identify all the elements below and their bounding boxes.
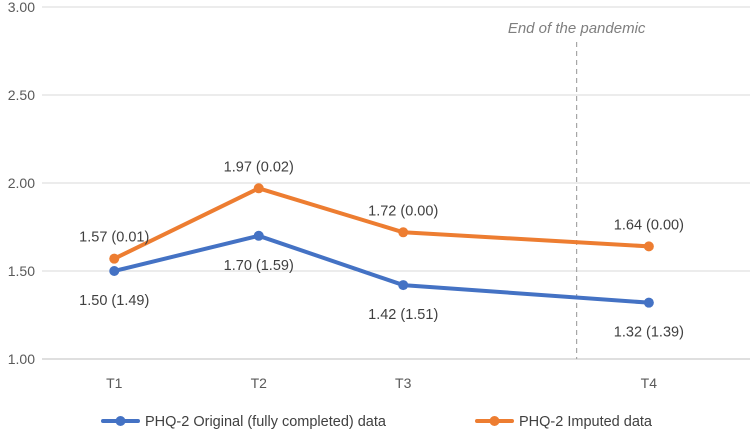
- data-label: 1.97 (0.02): [224, 159, 294, 175]
- y-axis-ticks: 1.00 1.50 2.00 2.50 3.00: [8, 0, 35, 367]
- data-label: 1.70 (1.59): [224, 258, 294, 274]
- series-line-1: [112, 233, 651, 305]
- x-tick-label: T4: [641, 375, 658, 391]
- series-1-marker: [643, 297, 654, 308]
- legend-marker-1: [115, 416, 126, 426]
- series-2-marker: [109, 253, 120, 264]
- pandemic-end-label: End of the pandemic: [508, 20, 646, 37]
- series-line-2: [112, 186, 651, 261]
- x-tick-label: T2: [251, 375, 268, 391]
- series: [109, 183, 654, 308]
- series-1-marker: [109, 266, 120, 276]
- data-label: 1.64 (0.00): [614, 217, 684, 233]
- series-1-marker: [253, 230, 264, 241]
- legend-label-2: PHQ-2 Imputed data: [519, 414, 653, 430]
- series-1-marker: [398, 280, 409, 291]
- y-tick-label: 2.00: [8, 175, 35, 191]
- y-tick-label: 1.50: [8, 263, 35, 279]
- x-tick-label: T3: [395, 375, 412, 391]
- data-label: 1.72 (0.00): [368, 203, 438, 219]
- legend-label-1: PHQ-2 Original (fully completed) data: [145, 414, 387, 430]
- data-label: 1.42 (1.51): [368, 307, 438, 323]
- annotation: End of the pandemic: [508, 20, 646, 359]
- data-label: 1.32 (1.39): [614, 325, 684, 341]
- series-2-marker: [398, 227, 409, 238]
- data-labels: 1.50 (1.49) 1.70 (1.59) 1.42 (1.51) 1.32 (1…: [79, 159, 684, 340]
- y-tick-label: 2.50: [8, 87, 35, 103]
- x-axis-ticks: T1 T2 T3 T4: [106, 375, 657, 391]
- y-tick-label: 1.00: [8, 351, 35, 367]
- series-2-marker: [643, 241, 654, 252]
- legend: PHQ-2 Original (fully completed) data PHQ…: [101, 414, 653, 430]
- gridlines: [42, 6, 750, 360]
- y-tick-label: 3.00: [8, 0, 35, 15]
- data-label: 1.50 (1.49): [79, 293, 149, 309]
- series-2-marker: [253, 183, 264, 194]
- legend-marker-2: [489, 416, 500, 426]
- x-tick-label: T1: [106, 375, 123, 391]
- data-label: 1.57 (0.01): [79, 230, 149, 246]
